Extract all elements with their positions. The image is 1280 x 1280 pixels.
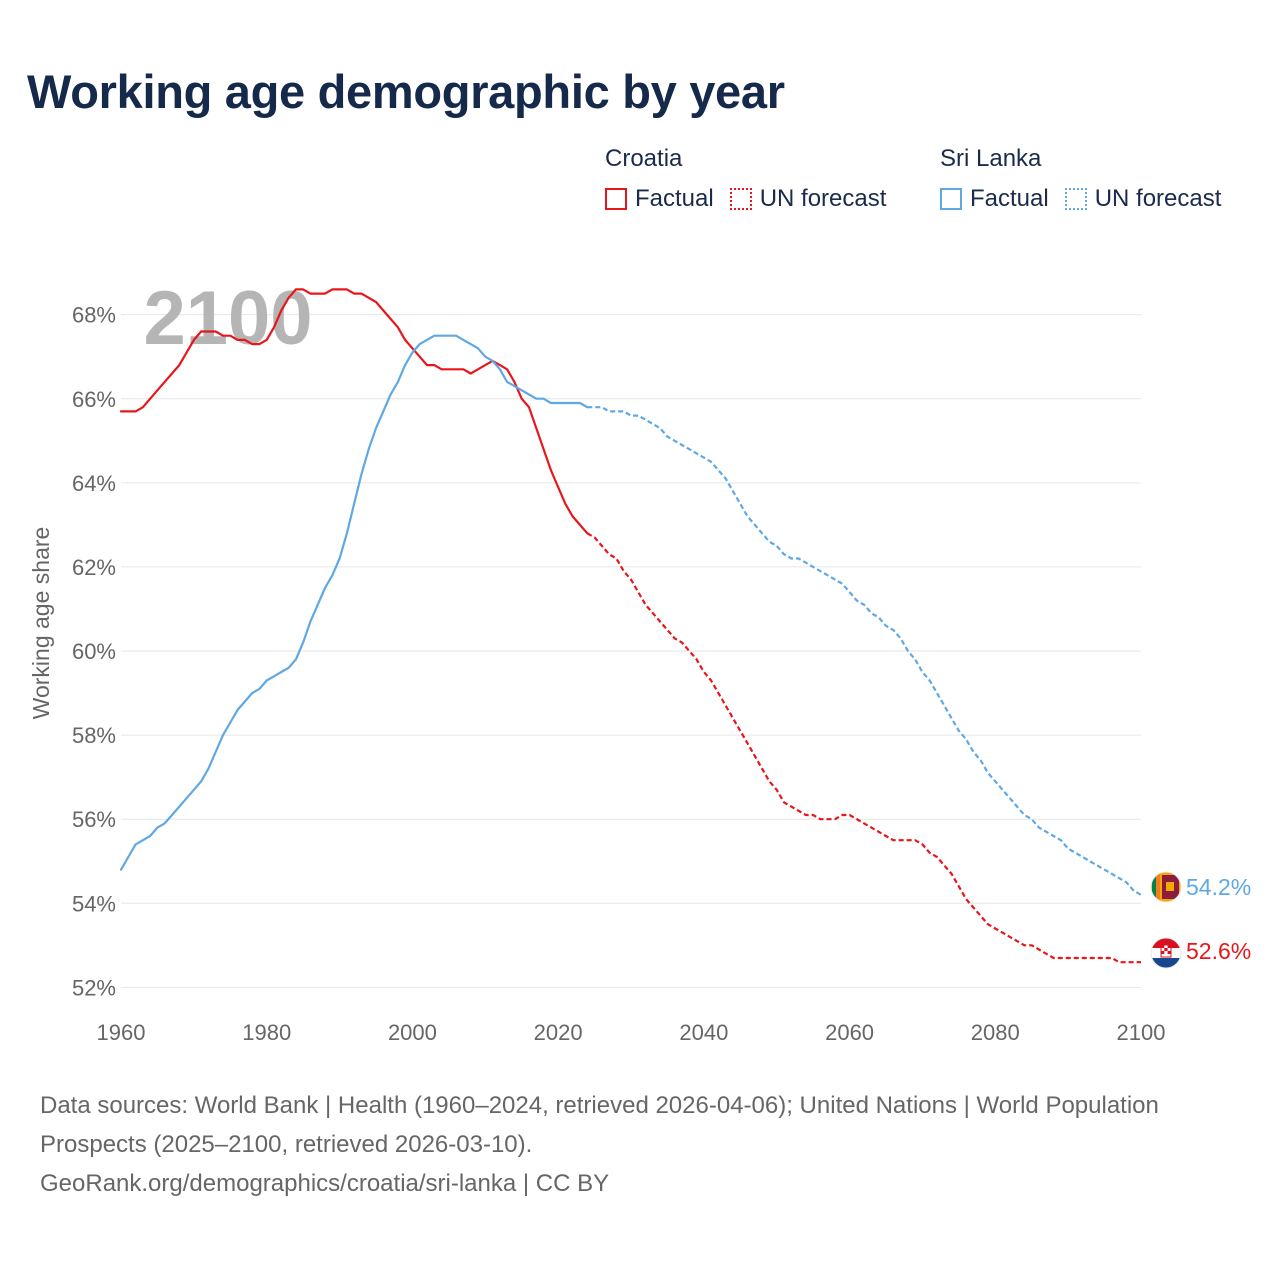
footer-sources: Data sources: World Bank | Health (1960–…	[40, 1092, 1159, 1158]
footer-credit[interactable]: GeoRank.org/demographics/croatia/sri-lan…	[40, 1170, 610, 1197]
series-line-sri-lanka-forecast	[587, 406, 1142, 896]
x-tick-label-2000: 2000	[388, 1020, 437, 1045]
line-chart: 52% 54% 56% 58% 60% 62% 64% 66% 68% 1960 1980 2000…	[28, 276, 1251, 1045]
x-tick-label-2020: 2020	[534, 1020, 583, 1045]
legend-group-sri-lanka: Sri Lanka Factual UN forecast	[940, 143, 1237, 213]
legend-swatch-croatia-factual	[605, 188, 627, 210]
y-tick-label-52: 52%	[72, 975, 116, 1000]
y-tick-label-64: 64%	[72, 471, 116, 496]
legend-swatch-sri-lanka-factual	[940, 188, 962, 210]
y-tick-label-56: 56%	[72, 807, 116, 832]
legend-label-sri-lanka-forecast: UN forecast	[1094, 185, 1222, 212]
legend-label-croatia-factual: Factual	[635, 185, 714, 212]
footer: Data sources: World Bank | Health (1960–…	[40, 1086, 1160, 1203]
chart-title: Working age demographic by year	[27, 65, 785, 118]
legend-item-sri-lanka-factual[interactable]: Factual	[940, 185, 1049, 213]
legend-group-croatia: Croatia Factual UN forecast	[605, 143, 902, 213]
x-tick-label-2040: 2040	[679, 1020, 728, 1045]
series-lines	[119, 288, 1142, 964]
legend-country-croatia: Croatia	[605, 145, 683, 172]
legend-item-sri-lanka-forecast[interactable]: UN forecast	[1064, 185, 1222, 213]
legend-label-sri-lanka-factual: Factual	[970, 185, 1049, 212]
y-tick-label-58: 58%	[72, 723, 116, 748]
legend-swatch-croatia-forecast	[729, 188, 752, 210]
sri-lanka-flag-icon	[1150, 871, 1182, 903]
y-tick-label-68: 68%	[72, 303, 116, 328]
x-tick-label-1980: 1980	[242, 1020, 291, 1045]
year-watermark: 2100	[143, 276, 312, 361]
legend-label-croatia-forecast: UN forecast	[759, 185, 887, 212]
end-label-croatia: 52.6%	[1186, 938, 1251, 964]
y-axis-title: Working age share	[28, 527, 54, 720]
y-tick-label-54: 54%	[72, 891, 116, 916]
legend-country-sri-lanka: Sri Lanka	[940, 145, 1042, 172]
y-axis: 52% 54% 56% 58% 60% 62% 64% 66% 68%	[72, 303, 116, 1001]
legend-swatch-sri-lanka-forecast	[1064, 188, 1087, 210]
y-tick-label-66: 66%	[72, 387, 116, 412]
legend-item-croatia-factual[interactable]: Factual	[605, 185, 714, 213]
grid	[121, 314, 1141, 988]
x-tick-label-1960: 1960	[97, 1020, 146, 1045]
y-tick-label-60: 60%	[72, 639, 116, 664]
series-line-croatia-forecast	[586, 532, 1141, 964]
y-tick-label-62: 62%	[72, 555, 116, 580]
x-tick-label-2080: 2080	[971, 1020, 1020, 1045]
x-tick-label-2100: 2100	[1117, 1020, 1166, 1045]
end-label-sri-lanka: 54.2%	[1186, 874, 1251, 900]
series-line-croatia-factual	[119, 288, 589, 535]
series-line-sri-lanka-factual	[119, 334, 589, 871]
croatia-flag-icon	[1150, 937, 1182, 969]
x-tick-label-2060: 2060	[825, 1020, 874, 1045]
x-axis: 1960 1980 2000 2020 2040 2060 2080 2100	[97, 1020, 1166, 1045]
legend-item-croatia-forecast[interactable]: UN forecast	[729, 185, 887, 213]
